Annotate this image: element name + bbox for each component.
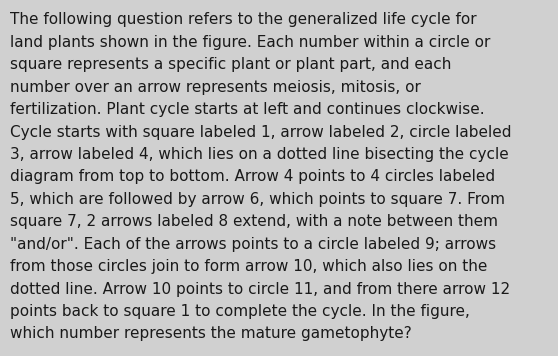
Text: which number represents the mature gametophyte?: which number represents the mature gamet…: [10, 326, 412, 341]
Text: from those circles join to form arrow 10, which also lies on the: from those circles join to form arrow 10…: [10, 259, 488, 274]
Text: diagram from top to bottom. Arrow 4 points to 4 circles labeled: diagram from top to bottom. Arrow 4 poin…: [10, 169, 495, 184]
Text: "and/or". Each of the arrows points to a circle labeled 9; arrows: "and/or". Each of the arrows points to a…: [10, 237, 496, 252]
Text: 3, arrow labeled 4, which lies on a dotted line bisecting the cycle: 3, arrow labeled 4, which lies on a dott…: [10, 147, 509, 162]
Text: 5, which are followed by arrow 6, which points to square 7. From: 5, which are followed by arrow 6, which …: [10, 192, 505, 207]
Text: The following question refers to the generalized life cycle for: The following question refers to the gen…: [10, 12, 477, 27]
Text: points back to square 1 to complete the cycle. In the figure,: points back to square 1 to complete the …: [10, 304, 470, 319]
Text: Cycle starts with square labeled 1, arrow labeled 2, circle labeled: Cycle starts with square labeled 1, arro…: [10, 125, 512, 140]
Text: square 7, 2 arrows labeled 8 extend, with a note between them: square 7, 2 arrows labeled 8 extend, wit…: [10, 214, 498, 229]
Text: dotted line. Arrow 10 points to circle 11, and from there arrow 12: dotted line. Arrow 10 points to circle 1…: [10, 282, 510, 297]
Text: land plants shown in the figure. Each number within a circle or: land plants shown in the figure. Each nu…: [10, 35, 490, 50]
Text: number over an arrow represents meiosis, mitosis, or: number over an arrow represents meiosis,…: [10, 80, 421, 95]
Text: square represents a specific plant or plant part, and each: square represents a specific plant or pl…: [10, 57, 451, 72]
Text: fertilization. Plant cycle starts at left and continues clockwise.: fertilization. Plant cycle starts at lef…: [10, 102, 485, 117]
